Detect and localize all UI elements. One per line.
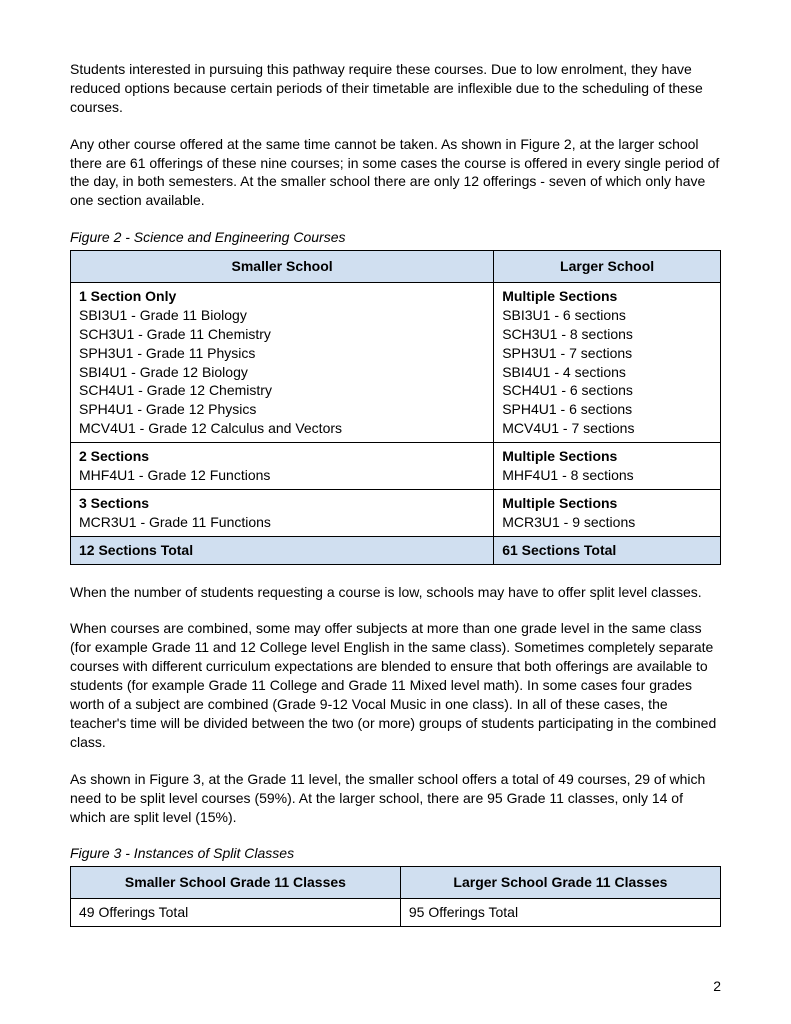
cell-line: SBI3U1 - Grade 11 Biology xyxy=(79,306,485,325)
figure-2-header-left: Smaller School xyxy=(71,251,494,283)
figure-3-header-left: Smaller School Grade 11 Classes xyxy=(71,867,401,899)
figure-2-table: Smaller School Larger School 1 Section O… xyxy=(70,250,721,564)
cell-line: SPH4U1 - 6 sections xyxy=(502,400,712,419)
figure-3-header-right: Larger School Grade 11 Classes xyxy=(400,867,720,899)
cell-line: SCH3U1 - 8 sections xyxy=(502,325,712,344)
table-cell: 1 Section OnlySBI3U1 - Grade 11 BiologyS… xyxy=(71,283,494,443)
cell-line: SBI4U1 - 4 sections xyxy=(502,363,712,382)
cell-line: MCR3U1 - 9 sections xyxy=(502,513,712,532)
cell-heading: Multiple Sections xyxy=(502,287,712,306)
cell-line: SPH3U1 - 7 sections xyxy=(502,344,712,363)
figure-2-header-right: Larger School xyxy=(494,251,721,283)
cell-line: SCH4U1 - 6 sections xyxy=(502,381,712,400)
cell-line: MCV4U1 - 7 sections xyxy=(502,419,712,438)
paragraph-5: As shown in Figure 3, at the Grade 11 le… xyxy=(70,770,721,827)
table-total-cell: 12 Sections Total xyxy=(71,536,494,564)
figure-2-caption: Figure 2 - Science and Engineering Cours… xyxy=(70,228,721,247)
cell-line: SPH3U1 - Grade 11 Physics xyxy=(79,344,485,363)
table-cell: Multiple SectionsMHF4U1 - 8 sections xyxy=(494,443,721,490)
cell-line: MCR3U1 - Grade 11 Functions xyxy=(79,513,485,532)
cell-heading: 3 Sections xyxy=(79,494,485,513)
cell-line: SCH3U1 - Grade 11 Chemistry xyxy=(79,325,485,344)
table-row: 2 SectionsMHF4U1 - Grade 12 FunctionsMul… xyxy=(71,443,721,490)
cell-line: SPH4U1 - Grade 12 Physics xyxy=(79,400,485,419)
table-header-row: Smaller School Larger School xyxy=(71,251,721,283)
table-cell: 3 SectionsMCR3U1 - Grade 11 Functions xyxy=(71,489,494,536)
table-row: 49 Offerings Total95 Offerings Total xyxy=(71,899,721,927)
cell-heading: 1 Section Only xyxy=(79,287,485,306)
cell-heading: Multiple Sections xyxy=(502,494,712,513)
figure-3-table: Smaller School Grade 11 Classes Larger S… xyxy=(70,866,721,927)
table-total-row: 12 Sections Total61 Sections Total xyxy=(71,536,721,564)
table-total-cell: 61 Sections Total xyxy=(494,536,721,564)
table-cell: 2 SectionsMHF4U1 - Grade 12 Functions xyxy=(71,443,494,490)
paragraph-4: When courses are combined, some may offe… xyxy=(70,619,721,751)
page-number: 2 xyxy=(713,977,721,996)
table-row: 3 SectionsMCR3U1 - Grade 11 FunctionsMul… xyxy=(71,489,721,536)
paragraph-2: Any other course offered at the same tim… xyxy=(70,135,721,211)
cell-line: MHF4U1 - Grade 12 Functions xyxy=(79,466,485,485)
cell-line: MHF4U1 - 8 sections xyxy=(502,466,712,485)
paragraph-3: When the number of students requesting a… xyxy=(70,583,721,602)
cell-heading: 2 Sections xyxy=(79,447,485,466)
table-cell: Multiple SectionsMCR3U1 - 9 sections xyxy=(494,489,721,536)
paragraph-1: Students interested in pursuing this pat… xyxy=(70,60,721,117)
cell-line: SCH4U1 - Grade 12 Chemistry xyxy=(79,381,485,400)
cell-heading: Multiple Sections xyxy=(502,447,712,466)
table-cell: 49 Offerings Total xyxy=(71,899,401,927)
table-row: 1 Section OnlySBI3U1 - Grade 11 BiologyS… xyxy=(71,283,721,443)
table-cell: 95 Offerings Total xyxy=(400,899,720,927)
cell-line: MCV4U1 - Grade 12 Calculus and Vectors xyxy=(79,419,485,438)
table-header-row: Smaller School Grade 11 Classes Larger S… xyxy=(71,867,721,899)
cell-line: SBI4U1 - Grade 12 Biology xyxy=(79,363,485,382)
figure-3-caption: Figure 3 - Instances of Split Classes xyxy=(70,844,721,863)
cell-line: SBI3U1 - 6 sections xyxy=(502,306,712,325)
table-cell: Multiple SectionsSBI3U1 - 6 sectionsSCH3… xyxy=(494,283,721,443)
